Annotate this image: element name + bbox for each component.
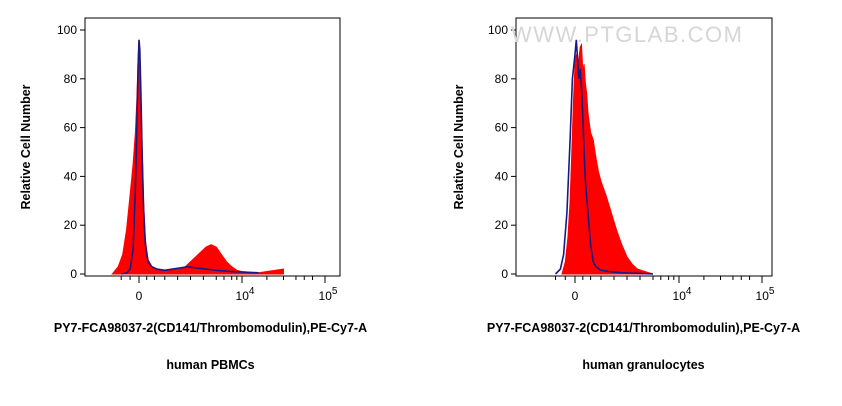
y-tick-label: 60: [64, 121, 78, 135]
series-filled-area: [561, 42, 654, 275]
y-tick-label: 20: [64, 218, 78, 232]
y-tick-label: 40: [64, 169, 78, 183]
x-tick-label: 105: [319, 286, 338, 300]
x-tick-label: 104: [673, 286, 692, 300]
x-axis-label: PY7-FCA98037-2(CD141/Thrombomodulin),PE-…: [486, 321, 801, 335]
y-axis-label: Relative Cell Number: [452, 84, 466, 209]
series-line: [121, 39, 259, 275]
x-tick-label: 0: [572, 289, 579, 300]
right-panel: 0 20 40 60 80 100 0 104 105 Relative Cell Number …: [421, 0, 842, 406]
y-tick-label: 80: [495, 72, 509, 86]
series-line: [554, 39, 654, 275]
x-tick-label: 105: [756, 286, 775, 300]
y-tick-label: 0: [70, 267, 77, 281]
x-axis-label: PY7-FCA98037-2(CD141/Thrombomodulin),PE-…: [53, 321, 368, 335]
plot-frame: [84, 17, 341, 277]
chart-granulocytes: 0 20 40 60 80 100 0 104 105 Relative Cell Number: [452, 17, 775, 300]
chart-caption: human PBMCs: [166, 358, 255, 372]
plot-frame: [515, 17, 773, 277]
chart-pbmc: 0 20 40 60 80 100 0 104 105 Relative Cell Number: [19, 17, 341, 300]
chart-caption: human granulocytes: [582, 358, 705, 372]
y-tick-label: 20: [495, 218, 509, 232]
y-axis-label: Relative Cell Number: [19, 84, 33, 209]
y-tick-label: 0: [501, 267, 508, 281]
y-tick-label: 40: [495, 169, 509, 183]
y-tick-label: 60: [495, 121, 509, 135]
x-tick-label: 0: [136, 289, 143, 300]
watermark: WWW.PTGLAB.COM: [511, 22, 744, 47]
x-tick-label: 104: [236, 286, 255, 300]
left-panel: 0 20 40 60 80 100 0 104 105 Relative Cell Number …: [19, 17, 368, 372]
y-tick-label: 80: [64, 72, 78, 86]
y-tick-label: 100: [488, 23, 508, 37]
y-tick-label: 100: [57, 23, 77, 37]
